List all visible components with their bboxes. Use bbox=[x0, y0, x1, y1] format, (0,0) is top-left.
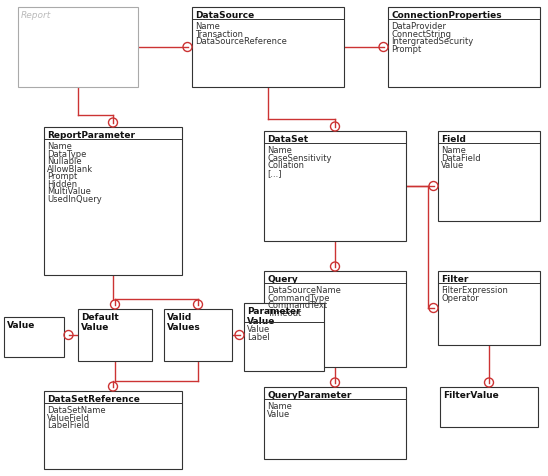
Text: CaseSensitivity: CaseSensitivity bbox=[267, 153, 332, 162]
Text: DataSetReference: DataSetReference bbox=[47, 394, 140, 403]
Text: [...]: [...] bbox=[267, 169, 282, 177]
Text: QueryParameter: QueryParameter bbox=[267, 390, 351, 399]
Text: ConnectString: ConnectString bbox=[391, 30, 451, 39]
Text: Report: Report bbox=[21, 11, 52, 20]
Text: ReportParameter: ReportParameter bbox=[47, 131, 135, 140]
Bar bbox=[388, 8, 540, 88]
Text: Field: Field bbox=[441, 135, 466, 144]
Text: CommandType: CommandType bbox=[267, 293, 329, 302]
Text: Parameter
Value: Parameter Value bbox=[247, 307, 301, 326]
Text: DataSourceReference: DataSourceReference bbox=[195, 37, 287, 46]
Text: DataType: DataType bbox=[47, 149, 87, 158]
Text: Prompt: Prompt bbox=[391, 45, 421, 53]
Bar bbox=[440, 387, 538, 427]
Text: Value: Value bbox=[247, 325, 270, 333]
Text: Prompt: Prompt bbox=[47, 172, 77, 181]
Text: Value: Value bbox=[441, 161, 464, 170]
Text: DataProvider: DataProvider bbox=[391, 22, 446, 31]
Text: AllowBlank: AllowBlank bbox=[47, 164, 93, 173]
Text: DataSet: DataSet bbox=[267, 135, 308, 144]
Bar bbox=[438, 271, 540, 345]
Text: ConnectionProperties: ConnectionProperties bbox=[391, 11, 501, 20]
Text: DataField: DataField bbox=[441, 153, 481, 162]
Text: Hidden: Hidden bbox=[47, 179, 77, 188]
Bar bbox=[78, 309, 152, 361]
Text: Name: Name bbox=[47, 142, 72, 151]
Text: Collation: Collation bbox=[267, 161, 304, 170]
Text: Value: Value bbox=[267, 409, 290, 418]
Bar bbox=[44, 128, 182, 276]
Bar bbox=[244, 303, 324, 371]
Text: DataSourceName: DataSourceName bbox=[267, 286, 341, 295]
Text: Name: Name bbox=[195, 22, 220, 31]
Text: Value: Value bbox=[7, 320, 36, 329]
Text: LabelField: LabelField bbox=[47, 420, 89, 429]
Text: ValueField: ValueField bbox=[47, 413, 90, 422]
Text: FilterValue: FilterValue bbox=[443, 390, 499, 399]
Text: Default
Value: Default Value bbox=[81, 312, 119, 332]
Text: Name: Name bbox=[441, 146, 466, 155]
Bar bbox=[264, 271, 406, 367]
Text: UsedInQuery: UsedInQuery bbox=[47, 194, 102, 203]
Bar bbox=[164, 309, 232, 361]
Bar bbox=[438, 132, 540, 221]
Text: Timeout: Timeout bbox=[267, 308, 301, 317]
Bar bbox=[4, 317, 64, 357]
Text: Name: Name bbox=[267, 146, 292, 155]
Text: Operator: Operator bbox=[441, 293, 479, 302]
Text: FilterExpression: FilterExpression bbox=[441, 286, 508, 295]
Text: MultiValue: MultiValue bbox=[47, 187, 91, 196]
Text: Filter: Filter bbox=[441, 275, 469, 283]
Bar bbox=[264, 387, 406, 459]
Text: Nullable: Nullable bbox=[47, 157, 82, 166]
Bar bbox=[18, 8, 138, 88]
Text: Name: Name bbox=[267, 401, 292, 410]
Bar bbox=[192, 8, 344, 88]
Text: Valid
Values: Valid Values bbox=[167, 312, 201, 332]
Text: Query: Query bbox=[267, 275, 298, 283]
Bar bbox=[44, 391, 182, 469]
Text: Label: Label bbox=[247, 332, 270, 341]
Text: CommandText: CommandText bbox=[267, 300, 327, 309]
Text: IntergratedSecurity: IntergratedSecurity bbox=[391, 37, 473, 46]
Text: DataSetName: DataSetName bbox=[47, 405, 106, 414]
Text: DataSource: DataSource bbox=[195, 11, 254, 20]
Bar bbox=[264, 132, 406, 241]
Text: Transaction: Transaction bbox=[195, 30, 243, 39]
